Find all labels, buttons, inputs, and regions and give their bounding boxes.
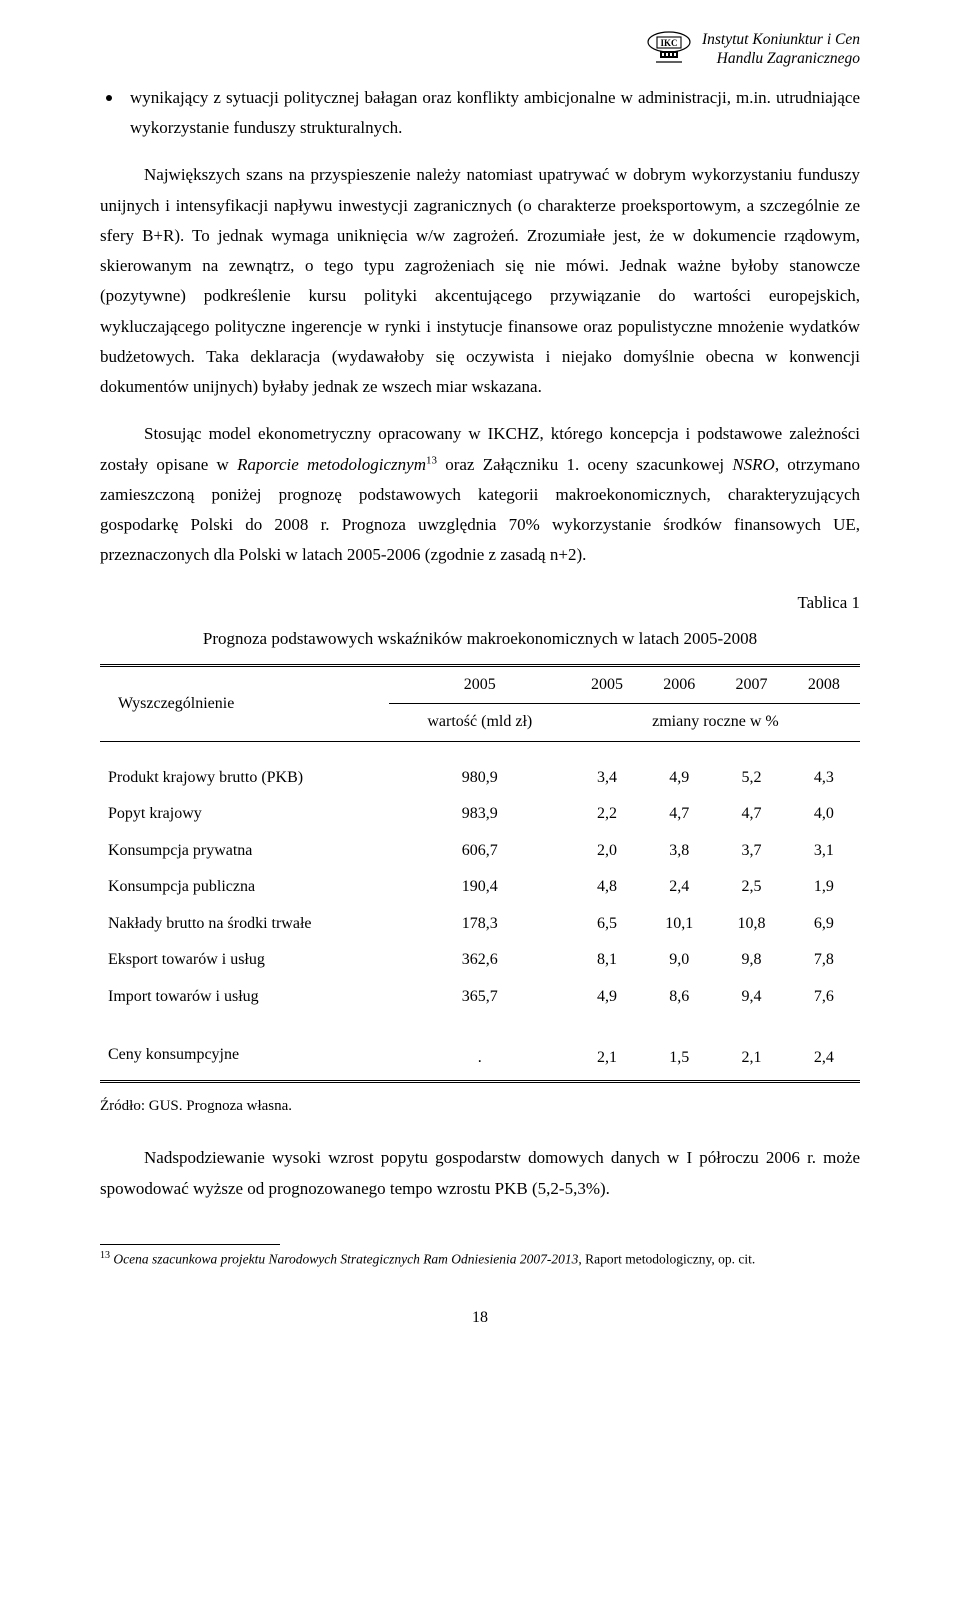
cell: 2,1 [571, 1037, 643, 1081]
col-year-4: 2008 [788, 666, 860, 704]
cell: 6,9 [788, 906, 860, 942]
cell: 190,4 [389, 869, 571, 905]
cell: 365,7 [389, 979, 571, 1015]
cell: 4,7 [643, 796, 715, 832]
footnote-rest: , Raport metodologiczny, op. cit. [578, 1251, 755, 1266]
table-row: Nakłady brutto na środki trwałe 178,3 6,… [100, 906, 860, 942]
cell: 2,4 [643, 869, 715, 905]
cell: 983,9 [389, 796, 571, 832]
cell: 5,2 [715, 760, 787, 796]
cell: 178,3 [389, 906, 571, 942]
cell: 4,9 [643, 760, 715, 796]
logo-text: IKC [660, 38, 677, 48]
row-label: Ceny konsumpcyjne [100, 1037, 389, 1081]
row-label: Konsumpcja prywatna [100, 833, 389, 869]
footnote-separator [100, 1244, 280, 1245]
table-row: Konsumpcja prywatna 606,7 2,0 3,8 3,7 3,… [100, 833, 860, 869]
institution-logo: IKC [646, 30, 692, 66]
cell: 362,6 [389, 942, 571, 978]
row-label: Popyt krajowy [100, 796, 389, 832]
table-number: Tablica 1 [100, 588, 860, 618]
cell: 3,1 [788, 833, 860, 869]
cell: 6,5 [571, 906, 643, 942]
page-header: IKC Instytut Koniunktur i Cen Handlu Zag… [100, 30, 860, 69]
cell: 4,3 [788, 760, 860, 796]
subhead-1: wartość (mld zł) [389, 704, 571, 741]
cell: 1,5 [643, 1037, 715, 1081]
cell: 2,5 [715, 869, 787, 905]
paragraph-1: Największych szans na przyspieszenie nal… [100, 160, 860, 402]
p2-b: Raporcie metodologicznym [237, 455, 426, 474]
col-year-2: 2006 [643, 666, 715, 704]
subhead-2: zmiany roczne w % [571, 704, 860, 741]
cell: 7,8 [788, 942, 860, 978]
col-year-1: 2005 [571, 666, 643, 704]
cell: 3,4 [571, 760, 643, 796]
cell: 980,9 [389, 760, 571, 796]
col-header-label: Wyszczególnienie [100, 666, 389, 742]
cell: 4,0 [788, 796, 860, 832]
table-row-last: Ceny konsumpcyjne . 2,1 1,5 2,1 2,4 [100, 1037, 860, 1081]
cell: 7,6 [788, 979, 860, 1015]
row-label: Produkt krajowy brutto (PKB) [100, 760, 389, 796]
institution-line1: Instytut Koniunktur i Cen [702, 31, 860, 48]
row-label: Import towarów i usług [100, 979, 389, 1015]
cell: 3,7 [715, 833, 787, 869]
table-source: Źródło: GUS. Prognoza własna. [100, 1093, 860, 1120]
cell: 10,1 [643, 906, 715, 942]
footnote-number: 13 [100, 1250, 110, 1261]
table-row: Produkt krajowy brutto (PKB) 980,9 3,4 4… [100, 760, 860, 796]
bullet-item: wynikający z sytuacji politycznej bałaga… [100, 83, 860, 144]
cell: 10,8 [715, 906, 787, 942]
table-row: Import towarów i usług 365,7 4,9 8,6 9,4… [100, 979, 860, 1015]
cell: 1,9 [788, 869, 860, 905]
table-row: Konsumpcja publiczna 190,4 4,8 2,4 2,5 1… [100, 869, 860, 905]
forecast-table: Wyszczególnienie 2005 2005 2006 2007 200… [100, 664, 860, 1083]
cell: 3,8 [643, 833, 715, 869]
cell: 8,1 [571, 942, 643, 978]
cell: 4,8 [571, 869, 643, 905]
cell: 606,7 [389, 833, 571, 869]
footnote-italic: Ocena szacunkowa projektu Narodowych Str… [113, 1251, 578, 1266]
table-title: Prognoza podstawowych wskaźników makroek… [100, 624, 860, 654]
cell: 2,4 [788, 1037, 860, 1081]
body: wynikający z sytuacji politycznej bałaga… [100, 83, 860, 1204]
cell: 2,0 [571, 833, 643, 869]
cell: 2,1 [715, 1037, 787, 1081]
cell: 4,7 [715, 796, 787, 832]
table-row: Eksport towarów i usług 362,6 8,1 9,0 9,… [100, 942, 860, 978]
col-year-0: 2005 [389, 666, 571, 704]
row-label: Eksport towarów i usług [100, 942, 389, 978]
cell: 2,2 [571, 796, 643, 832]
cell: 8,6 [643, 979, 715, 1015]
cell: 9,0 [643, 942, 715, 978]
footnote-ref-13: 13 [426, 454, 437, 466]
page-number: 18 [100, 1309, 860, 1327]
col-year-3: 2007 [715, 666, 787, 704]
table-row: Popyt krajowy 983,9 2,2 4,7 4,7 4,0 [100, 796, 860, 832]
paragraph-3: Nadspodziewanie wysoki wzrost popytu gos… [100, 1143, 860, 1204]
paragraph-2: Stosując model ekonometryczny opracowany… [100, 419, 860, 570]
p2-c: oraz Załączniku 1. oceny szacunkowej [437, 455, 732, 474]
p2-d: NSRO [732, 455, 775, 474]
footnote-13: 13 Ocena szacunkowa projektu Narodowych … [100, 1249, 860, 1269]
institution-line2: Handlu Zagranicznego [717, 50, 860, 67]
cell: 9,4 [715, 979, 787, 1015]
cell: 9,8 [715, 942, 787, 978]
cell: 4,9 [571, 979, 643, 1015]
row-label: Nakłady brutto na środki trwałe [100, 906, 389, 942]
row-label: Konsumpcja publiczna [100, 869, 389, 905]
institution-name: Instytut Koniunktur i Cen Handlu Zagrani… [702, 30, 860, 69]
bullet-text: wynikający z sytuacji politycznej bałaga… [130, 83, 860, 144]
cell: . [389, 1037, 571, 1081]
bullet-icon [106, 95, 112, 101]
